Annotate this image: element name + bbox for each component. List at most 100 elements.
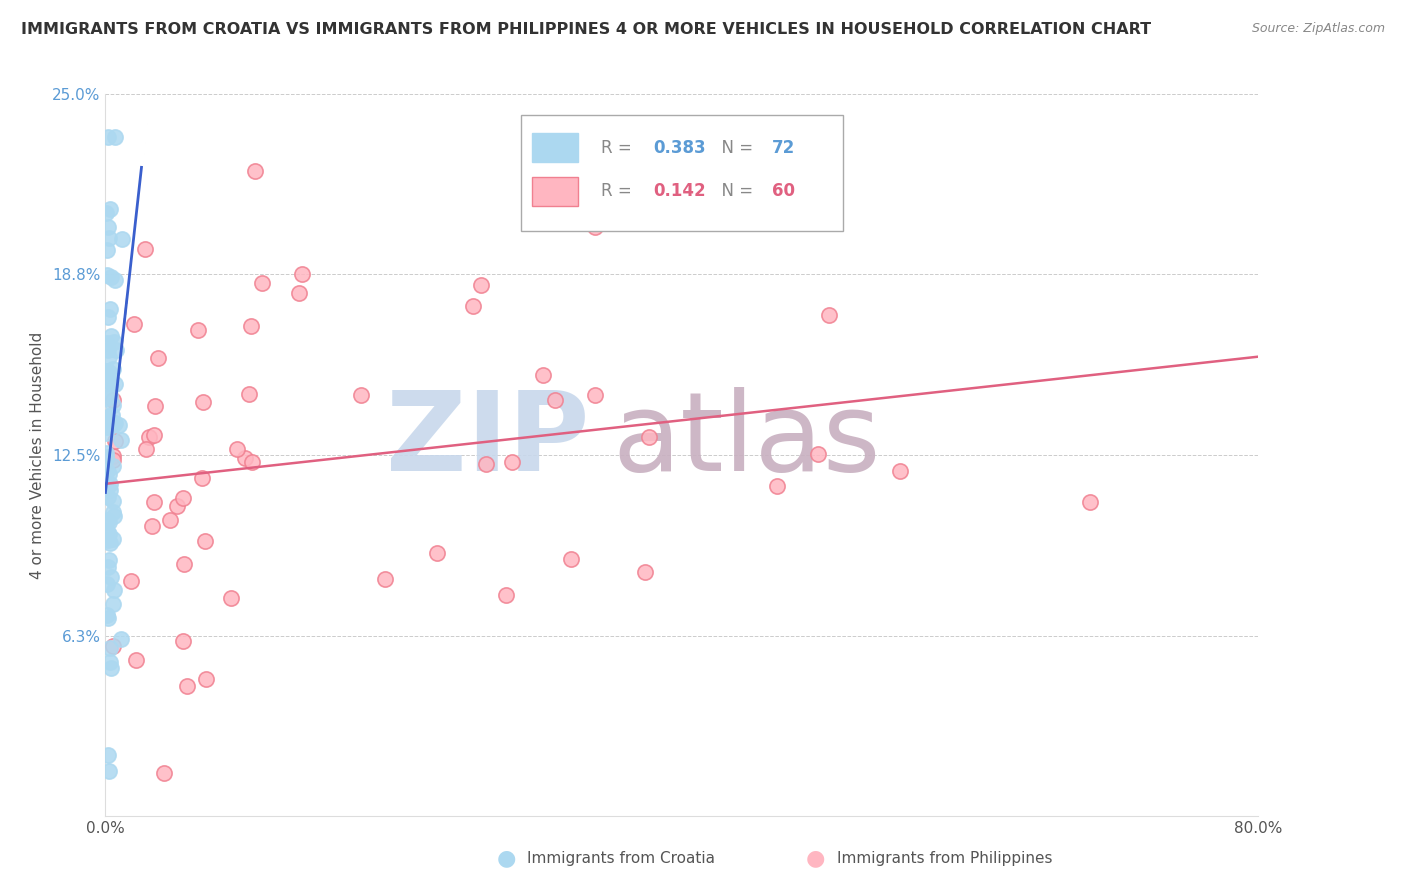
Point xyxy=(172,634,194,648)
Point xyxy=(103,582,125,597)
Point xyxy=(98,483,121,497)
Point xyxy=(153,765,176,780)
Text: N =: N = xyxy=(711,139,758,157)
Point xyxy=(101,494,124,508)
Point xyxy=(96,420,118,434)
Point xyxy=(166,499,188,513)
Point xyxy=(463,299,485,313)
Point xyxy=(98,515,121,529)
Point xyxy=(101,393,124,408)
Point xyxy=(101,452,124,467)
Point xyxy=(96,445,118,459)
Point xyxy=(97,490,120,504)
Point xyxy=(141,518,163,533)
Point xyxy=(96,426,118,441)
Point xyxy=(100,569,122,583)
Point xyxy=(97,533,120,547)
Point xyxy=(110,632,132,647)
Point xyxy=(250,276,273,290)
Point xyxy=(120,574,142,589)
Point xyxy=(98,365,121,379)
Point xyxy=(96,410,118,425)
Text: Immigrants from Philippines: Immigrants from Philippines xyxy=(837,851,1052,865)
Point xyxy=(470,277,492,292)
Point xyxy=(159,512,181,526)
Point xyxy=(97,764,120,779)
Point xyxy=(103,509,125,524)
Point xyxy=(103,416,125,430)
Point xyxy=(98,527,121,541)
Point xyxy=(104,377,127,392)
Point xyxy=(98,301,121,316)
Point xyxy=(105,343,128,357)
Point xyxy=(96,409,118,424)
Point xyxy=(101,597,124,611)
Text: ●: ● xyxy=(496,848,516,868)
Point xyxy=(134,442,156,456)
Point xyxy=(138,430,160,444)
Point xyxy=(531,368,554,382)
Point xyxy=(97,748,120,763)
Point xyxy=(96,576,118,591)
Point xyxy=(146,351,169,365)
Point xyxy=(495,589,517,603)
Point xyxy=(818,308,841,322)
Point xyxy=(96,335,118,350)
Point xyxy=(96,450,118,464)
Point xyxy=(142,428,165,442)
Point xyxy=(97,350,120,364)
Point xyxy=(219,591,242,605)
Point xyxy=(226,442,249,456)
Text: 0.142: 0.142 xyxy=(654,182,706,200)
Point xyxy=(245,163,267,178)
Point xyxy=(98,640,121,655)
Point xyxy=(634,565,657,579)
Point xyxy=(98,536,121,550)
Point xyxy=(97,560,120,574)
Point xyxy=(97,231,120,245)
Point xyxy=(104,130,127,145)
Point xyxy=(97,611,120,625)
Point xyxy=(501,455,523,469)
Point xyxy=(108,418,131,433)
Point xyxy=(187,323,209,337)
Point xyxy=(96,206,118,220)
Y-axis label: 4 or more Vehicles in Household: 4 or more Vehicles in Household xyxy=(31,331,45,579)
Point xyxy=(172,491,194,505)
Point xyxy=(1080,495,1102,509)
Point xyxy=(583,220,606,235)
Point xyxy=(103,639,125,653)
Point xyxy=(101,418,124,433)
Point xyxy=(544,392,567,407)
Text: ZIP: ZIP xyxy=(387,387,589,494)
Text: atlas: atlas xyxy=(613,387,882,494)
Point xyxy=(638,430,661,444)
Point xyxy=(97,374,120,388)
Point xyxy=(97,513,120,527)
FancyBboxPatch shape xyxy=(531,177,578,206)
Point xyxy=(104,273,127,287)
Point xyxy=(233,451,256,466)
FancyBboxPatch shape xyxy=(520,115,844,231)
Point xyxy=(889,464,911,478)
Point xyxy=(103,398,125,412)
Point xyxy=(195,672,218,686)
Point xyxy=(103,334,125,349)
Point xyxy=(97,467,120,482)
Point xyxy=(134,243,156,257)
Point xyxy=(98,375,121,389)
Point xyxy=(547,192,569,206)
Point xyxy=(101,505,124,519)
Point xyxy=(100,661,122,675)
Point xyxy=(100,329,122,343)
Text: N =: N = xyxy=(711,182,758,200)
Point xyxy=(807,447,830,461)
Point xyxy=(143,399,166,413)
Point xyxy=(96,243,118,257)
Point xyxy=(605,156,627,170)
Point xyxy=(101,449,124,463)
Text: Source: ZipAtlas.com: Source: ZipAtlas.com xyxy=(1251,22,1385,36)
Point xyxy=(101,532,124,546)
Point xyxy=(191,395,214,409)
Point xyxy=(103,416,125,430)
